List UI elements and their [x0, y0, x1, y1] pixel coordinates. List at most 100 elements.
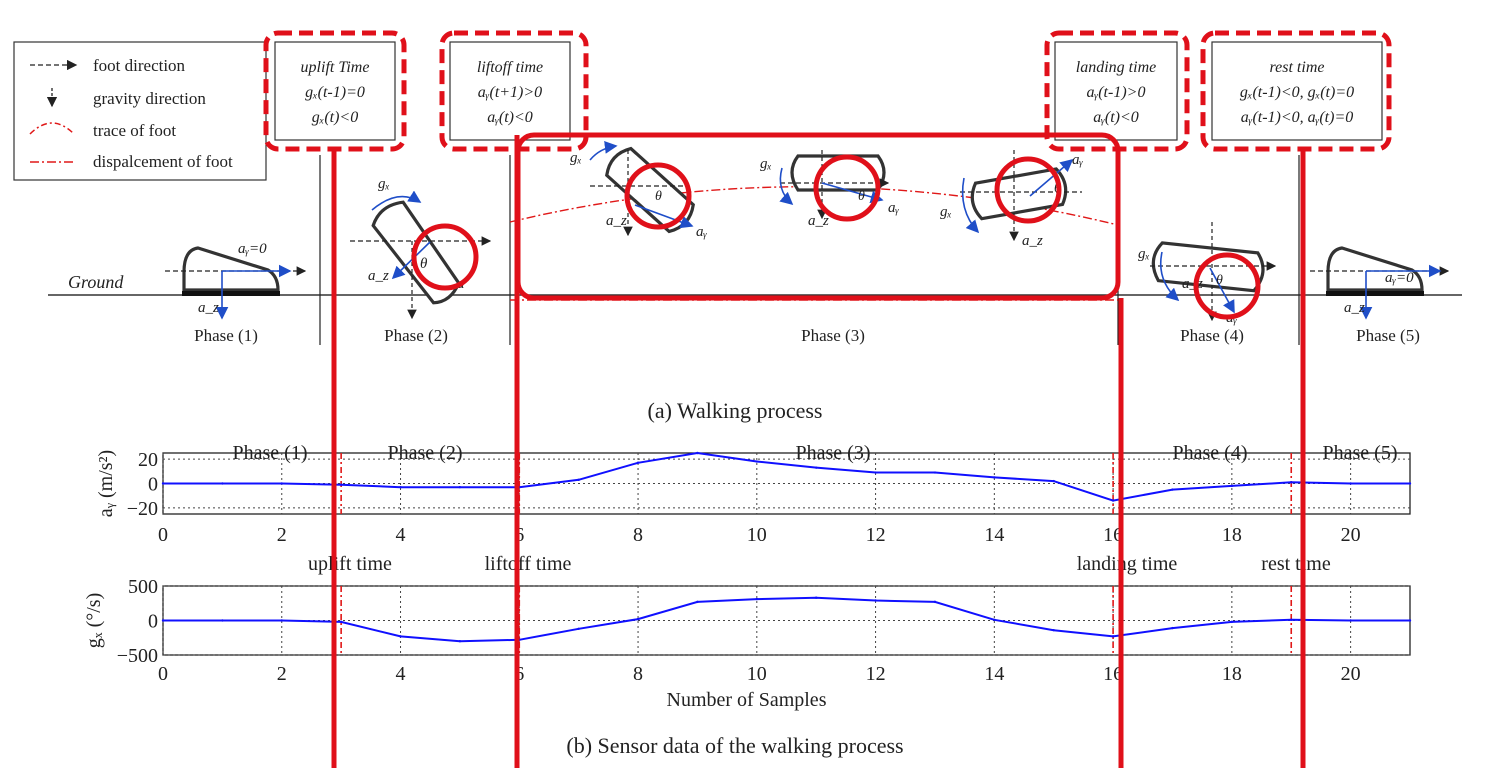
- data-point: [1290, 618, 1293, 622]
- foot-phase-3b: [790, 154, 886, 192]
- legend-label: trace of foot: [93, 121, 176, 140]
- phase-label: Phase (1): [194, 326, 258, 345]
- data-point: [874, 599, 877, 602]
- x-axis-label: Number of Samples: [667, 689, 827, 711]
- event-box-uplift: uplift Time gₓ(t-1)=0 gₓ(t)<0: [274, 41, 396, 141]
- data-point: [577, 627, 580, 630]
- data-point: [814, 466, 818, 469]
- data-point: [221, 482, 224, 485]
- gx-label: gₓ: [940, 204, 952, 220]
- x-tick-label: 12: [866, 524, 886, 546]
- y-tick-label: −20: [127, 498, 158, 520]
- x-tick-label: 20: [1341, 663, 1361, 685]
- foot-phase-2: [371, 200, 461, 305]
- highlight-circle: [411, 223, 479, 291]
- event-condition: aᵧ(t-1)>0: [1087, 84, 1146, 101]
- event-title: rest time: [1270, 59, 1325, 76]
- y-tick-label: 500: [128, 576, 158, 598]
- data-point: [339, 620, 343, 624]
- data-point: [458, 485, 462, 489]
- gx-label: gₓ: [1138, 246, 1150, 262]
- event-label: uplift time: [308, 553, 392, 575]
- data-point: [636, 617, 640, 621]
- x-tick-label: 2: [277, 663, 287, 685]
- x-tick-label: 10: [747, 524, 767, 546]
- x-tick-label: 0: [158, 663, 168, 685]
- az-label: a_z: [808, 213, 829, 229]
- az-label: a_z: [368, 268, 389, 284]
- data-point: [1408, 619, 1412, 622]
- data-point: [399, 635, 402, 638]
- data-point: [1052, 479, 1055, 483]
- data-point: [1111, 635, 1115, 638]
- event-condition: gₓ(t)<0: [312, 109, 358, 126]
- y-tick-label: −500: [117, 645, 158, 667]
- y-tick-label: 0: [148, 611, 158, 633]
- phase-label: Phase (2): [388, 442, 463, 464]
- gx-label: gₓ: [570, 150, 582, 166]
- data-point: [399, 485, 402, 489]
- phase-label: Phase (5): [1356, 326, 1420, 345]
- foot-phase-4: [1151, 241, 1265, 293]
- highlight-circle: [1193, 252, 1261, 320]
- event-condition: aᵧ(t+1)>0: [478, 84, 542, 101]
- legend-label: gravity direction: [93, 89, 206, 108]
- data-point: [993, 618, 996, 622]
- event-box-rest: rest time gₓ(t-1)<0, gₓ(t)=0 aᵧ(t-1)<0, …: [1211, 41, 1383, 141]
- x-tick-label: 14: [984, 663, 1004, 685]
- data-point: [280, 619, 283, 622]
- data-point: [1171, 488, 1174, 491]
- az-label: a_z: [606, 213, 627, 229]
- ay-label: aᵧ: [1072, 152, 1084, 168]
- x-tick-label: 8: [633, 524, 643, 546]
- phase-label: Phase (5): [1323, 442, 1398, 464]
- az-label: a_z: [1022, 233, 1043, 249]
- event-condition: aᵧ(t)<0: [487, 109, 533, 126]
- data-point: [1052, 628, 1055, 632]
- phase-label: Phase (1): [233, 442, 308, 464]
- data-series: [163, 451, 1410, 502]
- dotted-arc-icon: [29, 122, 75, 135]
- event-title: uplift Time: [301, 59, 370, 76]
- foot-phase-5: aᵧ=0 a_z: [1310, 246, 1450, 320]
- data-point: [696, 600, 699, 604]
- foot-phase-1: aᵧ=0 a_z: [165, 241, 307, 320]
- ay-zero-label: aᵧ=0: [1385, 270, 1414, 286]
- data-point: [577, 478, 580, 482]
- x-tick-label: 16: [1103, 524, 1123, 546]
- data-point: [280, 482, 283, 485]
- event-box-landing: landing time aᵧ(t-1)>0 aᵧ(t)<0: [1054, 41, 1178, 141]
- x-tick-label: 8: [633, 663, 643, 685]
- data-point: [1408, 482, 1412, 485]
- phase-label: Phase (3): [796, 442, 871, 464]
- plot-frame: [162, 585, 1411, 656]
- data-point: [636, 461, 640, 464]
- phase-3a-vectors: gₓ a_z aᵧ θ: [570, 141, 708, 240]
- gx-label: gₓ: [378, 176, 390, 192]
- phase-label: Phase (2): [384, 326, 448, 345]
- data-point: [1230, 620, 1234, 624]
- x-tick-label: 20: [1341, 524, 1361, 546]
- theta-label: θ: [858, 189, 865, 204]
- event-title: liftoff time: [477, 59, 543, 76]
- y-tick-label: 0: [148, 474, 158, 496]
- walking-diagram: Ground aᵧ=0 a_z gₓ a_z: [48, 141, 1462, 423]
- data-point: [1349, 482, 1352, 485]
- event-label: landing time: [1077, 553, 1178, 575]
- event-label: rest time: [1261, 553, 1331, 575]
- event-label: liftoff time: [485, 553, 572, 575]
- phase-label: Phase (3): [801, 326, 865, 345]
- highlight-circle: [813, 154, 881, 222]
- ay-label: aᵧ: [888, 200, 900, 216]
- foot-phase-3a: [605, 146, 695, 234]
- data-point: [458, 640, 462, 643]
- plot-frame: [162, 452, 1411, 515]
- diagram-caption: (a) Walking process: [648, 398, 823, 423]
- phase-3b-vectors: gₓ a_z aᵧ θ: [760, 150, 900, 229]
- x-tick-label: 0: [158, 524, 168, 546]
- x-tick-label: 14: [984, 524, 1004, 546]
- x-tick-label: 10: [747, 663, 767, 685]
